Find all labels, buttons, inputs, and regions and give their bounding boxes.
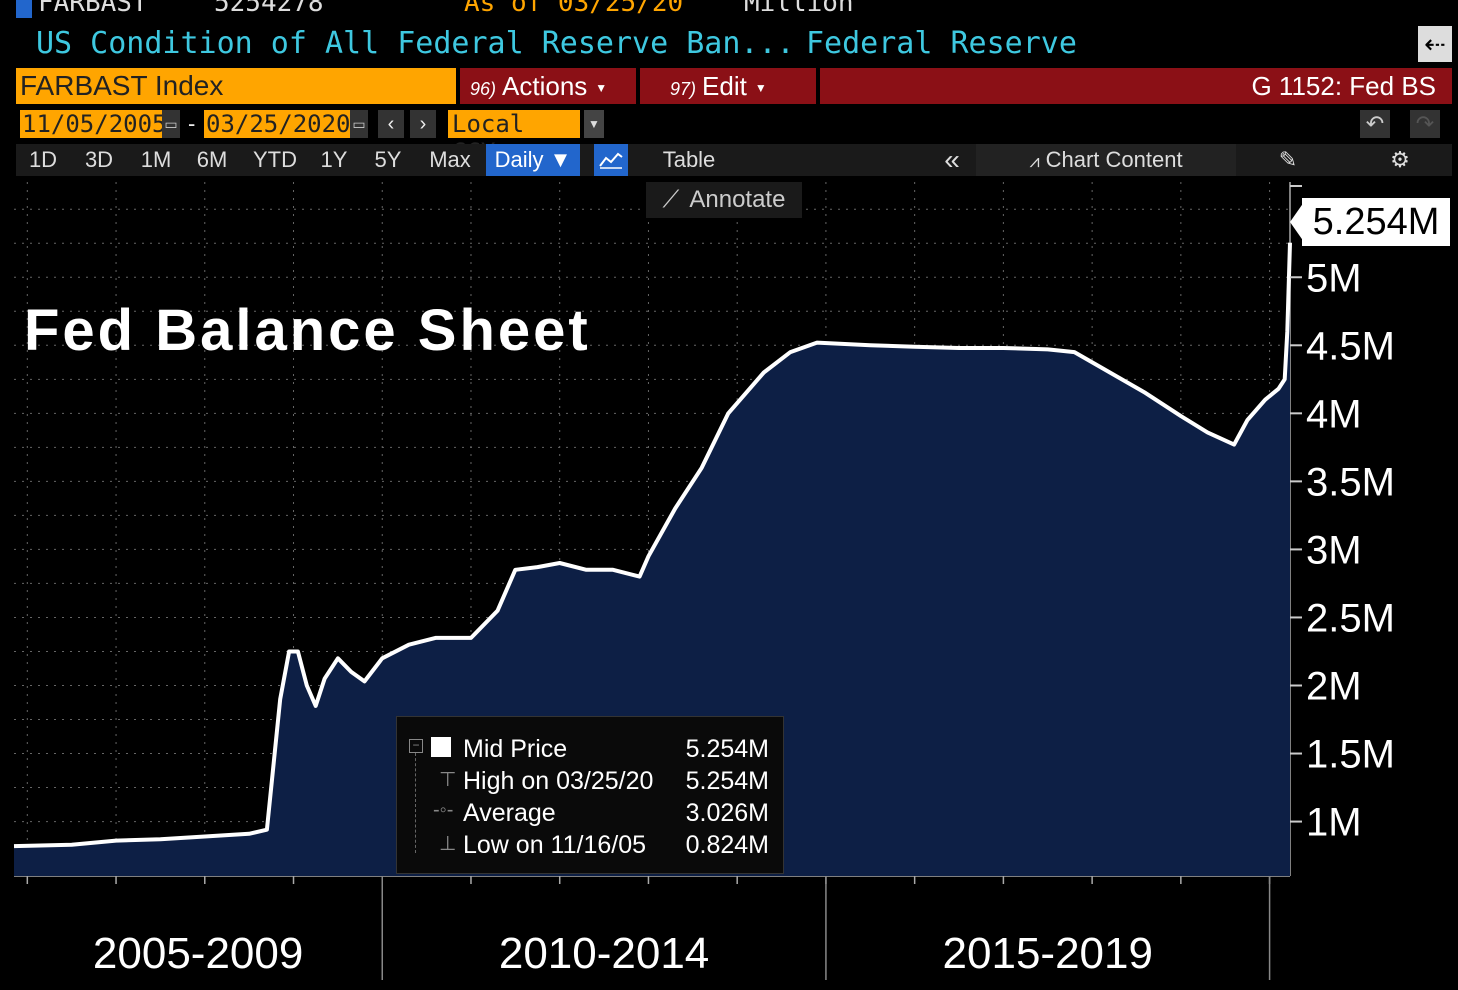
edit-button[interactable]: 97) Edit ▼ — [640, 68, 816, 104]
legend-item-value: 5.254M — [685, 735, 769, 763]
security-source: Federal Reserve — [806, 26, 1077, 61]
x-period-label: 2015-2019 — [943, 929, 1153, 978]
range-tab-bar: 1D 3D 1M 6M YTD 1Y 5Y Max Daily ▼ Table … — [16, 144, 1452, 176]
line-chart-icon[interactable] — [594, 144, 628, 176]
chart-legend: − Mid Price 5.254M ⊤ High on 03/25/20 5.… — [396, 716, 784, 874]
tab-max[interactable]: Max — [429, 147, 471, 172]
security-description: US Condition of All Federal Reserve Ban.… — [36, 26, 795, 61]
legend-item-value: 3.026M — [685, 799, 769, 827]
actions-number: 96) — [470, 79, 497, 99]
y-tick-label: 3M — [1306, 528, 1362, 572]
next-period-icon[interactable]: › — [410, 110, 436, 138]
chevron-down-icon[interactable]: ▼ — [584, 110, 604, 138]
y-tick-label: 3.5M — [1306, 460, 1395, 504]
y-tick-label: 2M — [1306, 664, 1362, 708]
security-field[interactable]: FARBAST Index — [16, 68, 456, 104]
security-info-line: FARBAST 5254278 As of 03/25/20 Million — [0, 0, 1458, 18]
tab-3d[interactable]: 3D — [84, 147, 114, 172]
start-date-field[interactable]: 11/05/2005 — [20, 110, 167, 138]
calendar-icon[interactable]: ▭ — [162, 110, 180, 138]
frequency-dropdown[interactable]: Daily ▼ — [486, 144, 580, 176]
tab-1y[interactable]: 1Y — [320, 147, 348, 172]
x-period-label: 2010-2014 — [499, 929, 709, 978]
collapse-legend-icon[interactable]: − — [409, 739, 423, 753]
tab-1m[interactable]: 1M — [140, 147, 172, 172]
calendar-icon[interactable]: ▭ — [350, 110, 368, 138]
low-marker-icon: ⊥ — [439, 833, 457, 855]
high-marker-icon: ⊤ — [439, 769, 457, 791]
chevron-down-icon: ▼ — [595, 81, 608, 96]
legend-item-label: Average — [463, 799, 556, 827]
function-title: G 1152: Fed BS — [820, 68, 1452, 104]
legend-line — [415, 753, 417, 853]
last-value-pointer — [1290, 202, 1304, 242]
chart-title: Fed Balance Sheet — [24, 298, 591, 363]
y-tick-label: 1M — [1306, 801, 1362, 845]
chart-content-icon: ⩘ — [1029, 151, 1040, 171]
description-line: US Condition of All Federal Reserve Ban.… — [0, 26, 1458, 66]
chevron-down-icon: ▼ — [754, 81, 767, 96]
edit-label: Edit — [702, 71, 747, 101]
actions-button[interactable]: 96) Actions ▼ — [460, 68, 636, 104]
series-line — [13, 242, 1292, 849]
date-range-bar: 11/05/2005 ▭ - 03/25/2020 ▭ ‹ › Local CC… — [0, 110, 1458, 166]
tab-1d[interactable]: 1D — [28, 147, 58, 172]
legend-item-label: High on 03/25/20 — [463, 767, 654, 795]
x-period-label: 2005-2009 — [93, 929, 303, 978]
tab-ytd[interactable]: YTD — [253, 147, 297, 172]
chart-content-button[interactable]: ⩘ Chart Content — [976, 144, 1236, 176]
area-fill — [14, 242, 1290, 876]
y-tick-label: 2.5M — [1306, 596, 1395, 640]
y-tick-label: 5M — [1306, 256, 1362, 300]
previous-period-icon[interactable]: ‹ — [378, 110, 404, 138]
tab-5y[interactable]: 5Y — [374, 147, 402, 172]
legend-item-label: Mid Price — [463, 735, 568, 763]
legend-item-label: Low on 11/16/05 — [463, 831, 647, 859]
gear-icon[interactable]: ⚙ — [1390, 147, 1410, 172]
y-tick-label: 1.5M — [1306, 733, 1395, 777]
last-value-label: 5.254M — [1302, 198, 1450, 246]
date-separator: - — [188, 111, 196, 136]
collapse-icon[interactable]: « — [944, 144, 960, 175]
chart-content-label: Chart Content — [1045, 147, 1183, 172]
x-axis: 2005-2009 2010-2014 2015-2019 — [26, 876, 1271, 980]
y-tick-label: 4.5M — [1306, 324, 1395, 368]
average-marker-icon: -◦- — [433, 799, 454, 821]
command-bar: FARBAST Index 96) Actions ▼ 97) Edit ▼ G 115… — [0, 68, 1458, 106]
back-arrow-icon[interactable]: ⇠ — [1418, 26, 1452, 62]
y-tick-label: 4M — [1306, 392, 1362, 436]
status-indicator — [16, 0, 32, 18]
annotate-button[interactable]: ⟋ Annotate — [646, 182, 802, 218]
edit-chart-icon[interactable]: ✎ — [1278, 147, 1298, 172]
y-axis: 1M 1.5M 2M 2.5M 3M 3.5M 4M 4.5M 5M — [1290, 185, 1395, 845]
ticker-code: FARBAST — [38, 0, 148, 18]
series-swatch — [431, 737, 451, 757]
annotate-icon: ⟋ — [662, 186, 680, 213]
annotate-label: Annotate — [689, 186, 786, 213]
legend-item-value: 0.824M — [685, 831, 769, 859]
edit-number: 97) — [670, 79, 697, 99]
actions-label: Actions — [502, 71, 588, 101]
unit-label: Million — [744, 0, 854, 18]
undo-icon[interactable]: ↶ — [1360, 110, 1390, 138]
table-tab[interactable]: Table — [662, 147, 716, 172]
redo-icon[interactable]: ↷ — [1410, 110, 1440, 138]
as-of-date: As of 03/25/20 — [464, 0, 684, 18]
end-date-field[interactable]: 03/25/2020 — [204, 110, 352, 138]
tab-6m[interactable]: 6M — [196, 147, 228, 172]
legend-item-value: 5.254M — [685, 767, 769, 795]
last-value: 5254278 — [214, 0, 324, 18]
